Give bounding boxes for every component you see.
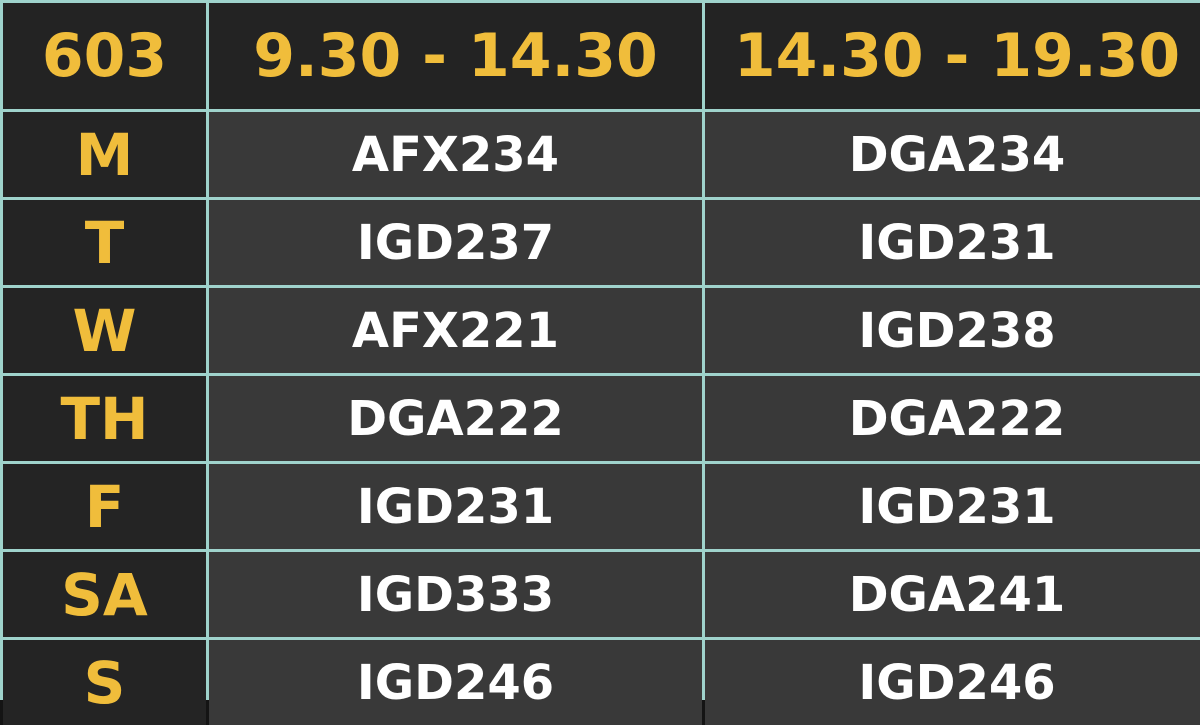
- course-code-cell: IGD333: [209, 552, 702, 637]
- course-code-cell: AFX221: [209, 288, 702, 373]
- course-code-cell: DGA234: [705, 112, 1200, 197]
- day-label: SA: [3, 552, 206, 637]
- course-code-cell: IGD238: [705, 288, 1200, 373]
- day-label: F: [3, 464, 206, 549]
- course-code-cell: IGD231: [705, 464, 1200, 549]
- slot-header-morning: 9.30 - 14.30: [209, 3, 702, 109]
- day-label: W: [3, 288, 206, 373]
- course-code-cell: IGD237: [209, 200, 702, 285]
- course-code-cell: DGA222: [705, 376, 1200, 461]
- course-code-cell: IGD231: [705, 200, 1200, 285]
- course-code-cell: IGD246: [705, 640, 1200, 725]
- course-code-cell: AFX234: [209, 112, 702, 197]
- day-label: TH: [3, 376, 206, 461]
- course-code-cell: IGD246: [209, 640, 702, 725]
- room-number: 603: [3, 3, 206, 109]
- day-label: T: [3, 200, 206, 285]
- day-label: M: [3, 112, 206, 197]
- course-code-cell: IGD231: [209, 464, 702, 549]
- slot-header-afternoon: 14.30 - 19.30: [705, 3, 1200, 109]
- day-label: S: [3, 640, 206, 725]
- course-code-cell: DGA222: [209, 376, 702, 461]
- course-code-cell: DGA241: [705, 552, 1200, 637]
